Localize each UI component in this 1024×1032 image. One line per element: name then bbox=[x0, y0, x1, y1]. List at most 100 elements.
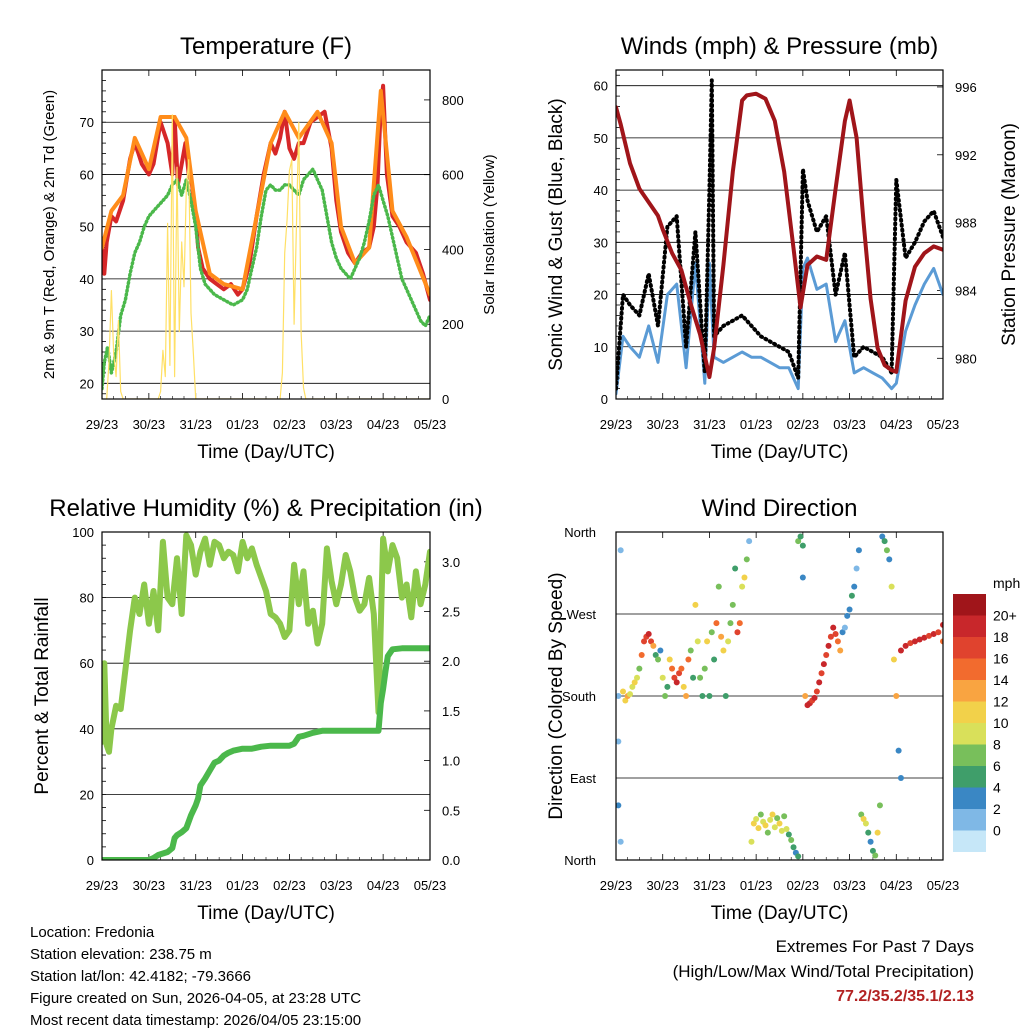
p1-y-tick-label: 60 bbox=[594, 79, 608, 94]
p2-x-tick-label: 05/23 bbox=[414, 878, 447, 893]
p3-direction-point bbox=[834, 638, 841, 645]
p3-legend-label: 16 bbox=[993, 651, 1009, 667]
p3-direction-point bbox=[839, 629, 846, 636]
recent-timestamp: Most recent data timestamp: 2026/04/05 2… bbox=[30, 1012, 362, 1029]
p3-x-tick-label: 30/23 bbox=[646, 878, 679, 893]
p3-direction-point bbox=[755, 825, 762, 832]
p2-y-tick-label: 40 bbox=[80, 722, 94, 737]
p1-x-tick-label: 03/23 bbox=[833, 417, 866, 432]
p3-direction-point bbox=[634, 674, 641, 681]
p2-plot-frame bbox=[101, 531, 431, 861]
p3-direction-point bbox=[827, 633, 834, 640]
p3-direction-point bbox=[757, 811, 764, 818]
p3-direction-point bbox=[790, 844, 797, 851]
p3-direction-point bbox=[617, 547, 624, 554]
p3-direction-point bbox=[769, 811, 776, 818]
p3-direction-point bbox=[865, 829, 872, 836]
p3-direction-point bbox=[664, 683, 671, 690]
p3-direction-point bbox=[617, 838, 624, 845]
p0-x-tick-label: 29/23 bbox=[86, 417, 119, 432]
p3-direction-point bbox=[795, 853, 802, 860]
p3-direction-point bbox=[890, 656, 897, 663]
p3-chart-title: Wind Direction bbox=[701, 495, 857, 522]
p3-direction-point bbox=[902, 642, 909, 649]
p3-direction-point bbox=[690, 674, 697, 681]
p3-direction-point bbox=[897, 775, 904, 781]
p1-x-tick-label: 31/23 bbox=[693, 417, 726, 432]
p3-direction-point bbox=[883, 547, 890, 554]
p3-direction-point bbox=[844, 612, 851, 619]
p2-x-tick-label: 01/23 bbox=[226, 878, 259, 893]
p3-direction-point bbox=[652, 652, 659, 658]
p1-plot-frame bbox=[615, 69, 944, 400]
p1-y-right-tick-label: 996 bbox=[955, 80, 977, 95]
p3-direction-point bbox=[662, 693, 669, 699]
p3-direction-point bbox=[778, 827, 785, 834]
p1-y-tick-label: 30 bbox=[594, 235, 608, 250]
p3-direction-point bbox=[697, 674, 704, 681]
p3-legend-swatch bbox=[953, 701, 986, 723]
p3-direction-point bbox=[739, 583, 746, 590]
p1-y-tick-label: 50 bbox=[594, 131, 608, 146]
p3-direction-point bbox=[881, 538, 888, 545]
p3-direction-point bbox=[718, 633, 725, 640]
p3-direction-point bbox=[629, 683, 636, 690]
p3-x-tick-label: 02/23 bbox=[787, 878, 820, 893]
p3-x-tick-label: 31/23 bbox=[693, 878, 726, 893]
p3-direction-point bbox=[897, 647, 904, 654]
p0-x-tick-label: 01/23 bbox=[226, 417, 259, 432]
p2-x-tick-label: 03/23 bbox=[320, 878, 353, 893]
p0-plot-frame bbox=[101, 69, 431, 400]
p1-series-sonic-wind bbox=[616, 256, 943, 396]
p3-direction-point bbox=[848, 592, 855, 599]
p3-direction-point bbox=[655, 656, 662, 663]
p2-y-right-tick-label: 2.0 bbox=[442, 654, 460, 669]
p2-y-axis-label: Percent & Total Rainfall bbox=[32, 597, 53, 794]
p3-legend-label: 14 bbox=[993, 672, 1009, 688]
station-latlon: Station lat/lon: 42.4182; -79.3666 bbox=[30, 968, 252, 985]
p3-legend-label: 2 bbox=[993, 801, 1001, 817]
p0-y-tick-label: 50 bbox=[80, 220, 94, 235]
p1-y-tick-label: 40 bbox=[594, 183, 608, 198]
p3-direction-point bbox=[641, 638, 648, 645]
p3-direction-point bbox=[911, 638, 918, 645]
p1-y-tick-label: 20 bbox=[594, 288, 608, 303]
p3-direction-point bbox=[853, 565, 860, 572]
p0-y-tick-label: 20 bbox=[80, 376, 94, 391]
p3-direction-point bbox=[781, 813, 788, 820]
p3-direction-point bbox=[767, 816, 774, 823]
p3-direction-point bbox=[893, 693, 900, 699]
extremes-value: 77.2/35.2/35.1/2.13 bbox=[836, 988, 974, 1005]
p3-direction-point bbox=[680, 683, 687, 690]
p3-direction-point bbox=[837, 647, 844, 654]
p0-y-tick-label: 60 bbox=[80, 167, 94, 182]
p3-direction-point bbox=[741, 574, 748, 581]
p3-direction-point bbox=[851, 583, 858, 590]
p3-direction-point bbox=[820, 661, 827, 668]
p3-direction-point bbox=[813, 688, 820, 695]
p1-x-tick-label: 04/23 bbox=[880, 417, 913, 432]
p3-direction-point bbox=[764, 829, 771, 836]
p3-direction-point bbox=[645, 631, 652, 638]
p3-direction-point bbox=[701, 665, 708, 672]
p3-direction-point bbox=[841, 624, 848, 631]
p2-y-tick-label: 20 bbox=[80, 787, 94, 802]
p3-direction-point bbox=[732, 565, 739, 572]
p3-legend-swatch bbox=[953, 658, 986, 680]
p2-chart-title: Relative Humidity (%) & Precipitation (i… bbox=[49, 495, 482, 522]
station-location: Location: Fredonia bbox=[30, 924, 155, 941]
p3-direction-point bbox=[783, 826, 790, 833]
p0-y-tick-label: 40 bbox=[80, 272, 94, 287]
figure-created: Figure created on Sun, 2026-04-05, at 23… bbox=[30, 990, 362, 1007]
p3-direction-point bbox=[797, 533, 804, 540]
p2-y-tick-label: 80 bbox=[80, 591, 94, 606]
p2-x-tick-label: 02/23 bbox=[273, 878, 306, 893]
p3-y-tick-label: North bbox=[564, 525, 596, 540]
p1-y-right-tick-label: 988 bbox=[955, 216, 977, 231]
p3-direction-point bbox=[860, 816, 867, 822]
p3-direction-point bbox=[692, 601, 699, 608]
p0-chart-title: Temperature (F) bbox=[180, 33, 352, 60]
p3-direction-point bbox=[746, 538, 753, 545]
p3-x-tick-label: 05/23 bbox=[927, 878, 960, 893]
p0-y-tick-label: 30 bbox=[80, 324, 94, 339]
